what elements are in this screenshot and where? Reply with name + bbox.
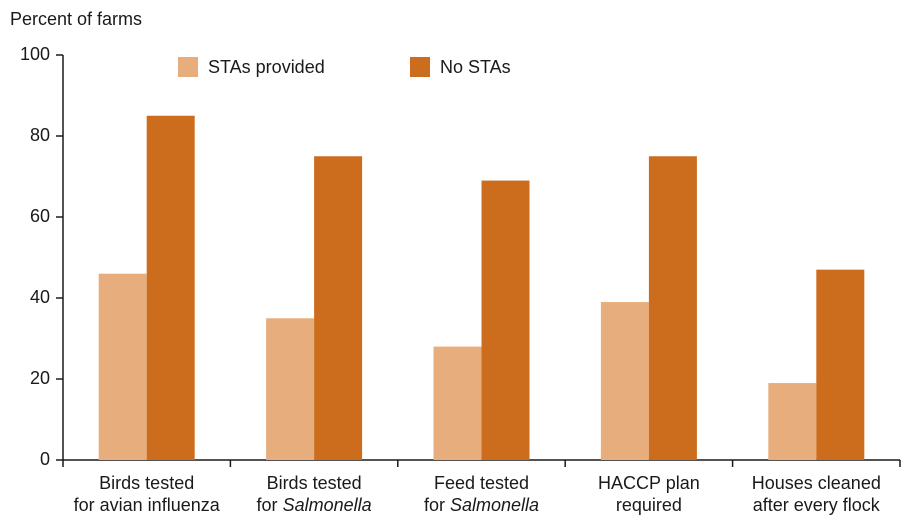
bar bbox=[600, 302, 649, 460]
x-tick-label-part: required bbox=[616, 495, 682, 515]
y-tick-label: 40 bbox=[30, 287, 50, 307]
x-tick-label-part: for bbox=[424, 495, 450, 515]
x-tick-label: Birds tested for avian influenza bbox=[74, 473, 221, 515]
bar bbox=[266, 318, 315, 460]
x-tick-label-part: for avian influenza bbox=[74, 495, 221, 515]
y-tick-label: 0 bbox=[40, 449, 50, 469]
bar bbox=[768, 383, 817, 460]
x-tick-label-part: Salmonella bbox=[283, 495, 372, 515]
bar bbox=[314, 156, 363, 460]
legend-swatch bbox=[410, 57, 430, 77]
x-tick-label: Birds tested for Salmonella bbox=[257, 473, 372, 515]
x-tick-label: Houses cleaned after every flock bbox=[752, 473, 881, 515]
y-tick-label: 80 bbox=[30, 125, 50, 145]
x-tick-label-part: Feed tested bbox=[434, 473, 529, 493]
y-axis-label: Percent of farms bbox=[10, 9, 142, 29]
x-tick-label-part: Salmonella bbox=[450, 495, 539, 515]
x-tick-label-part: Birds tested bbox=[99, 473, 194, 493]
x-tick-label-part: Houses cleaned bbox=[752, 473, 881, 493]
legend-label: STAs provided bbox=[208, 57, 325, 77]
x-tick-label: Feed tested for Salmonella bbox=[424, 473, 539, 515]
bar bbox=[98, 273, 147, 460]
bar bbox=[648, 156, 697, 460]
x-tick-label-part: Birds tested bbox=[267, 473, 362, 493]
legend-swatch bbox=[178, 57, 198, 77]
y-tick-label: 60 bbox=[30, 206, 50, 226]
legend-label: No STAs bbox=[440, 57, 511, 77]
bar bbox=[433, 346, 482, 460]
bar bbox=[146, 115, 195, 460]
y-tick-label: 100 bbox=[20, 44, 50, 64]
x-tick-label-part: after every flock bbox=[753, 495, 881, 515]
bar bbox=[816, 269, 865, 460]
y-tick-label: 20 bbox=[30, 368, 50, 388]
bar bbox=[481, 180, 530, 461]
x-tick-label-part: HACCP plan bbox=[598, 473, 700, 493]
x-tick-label-part: for bbox=[257, 495, 283, 515]
x-tick-label: HACCP plan required bbox=[598, 473, 700, 515]
